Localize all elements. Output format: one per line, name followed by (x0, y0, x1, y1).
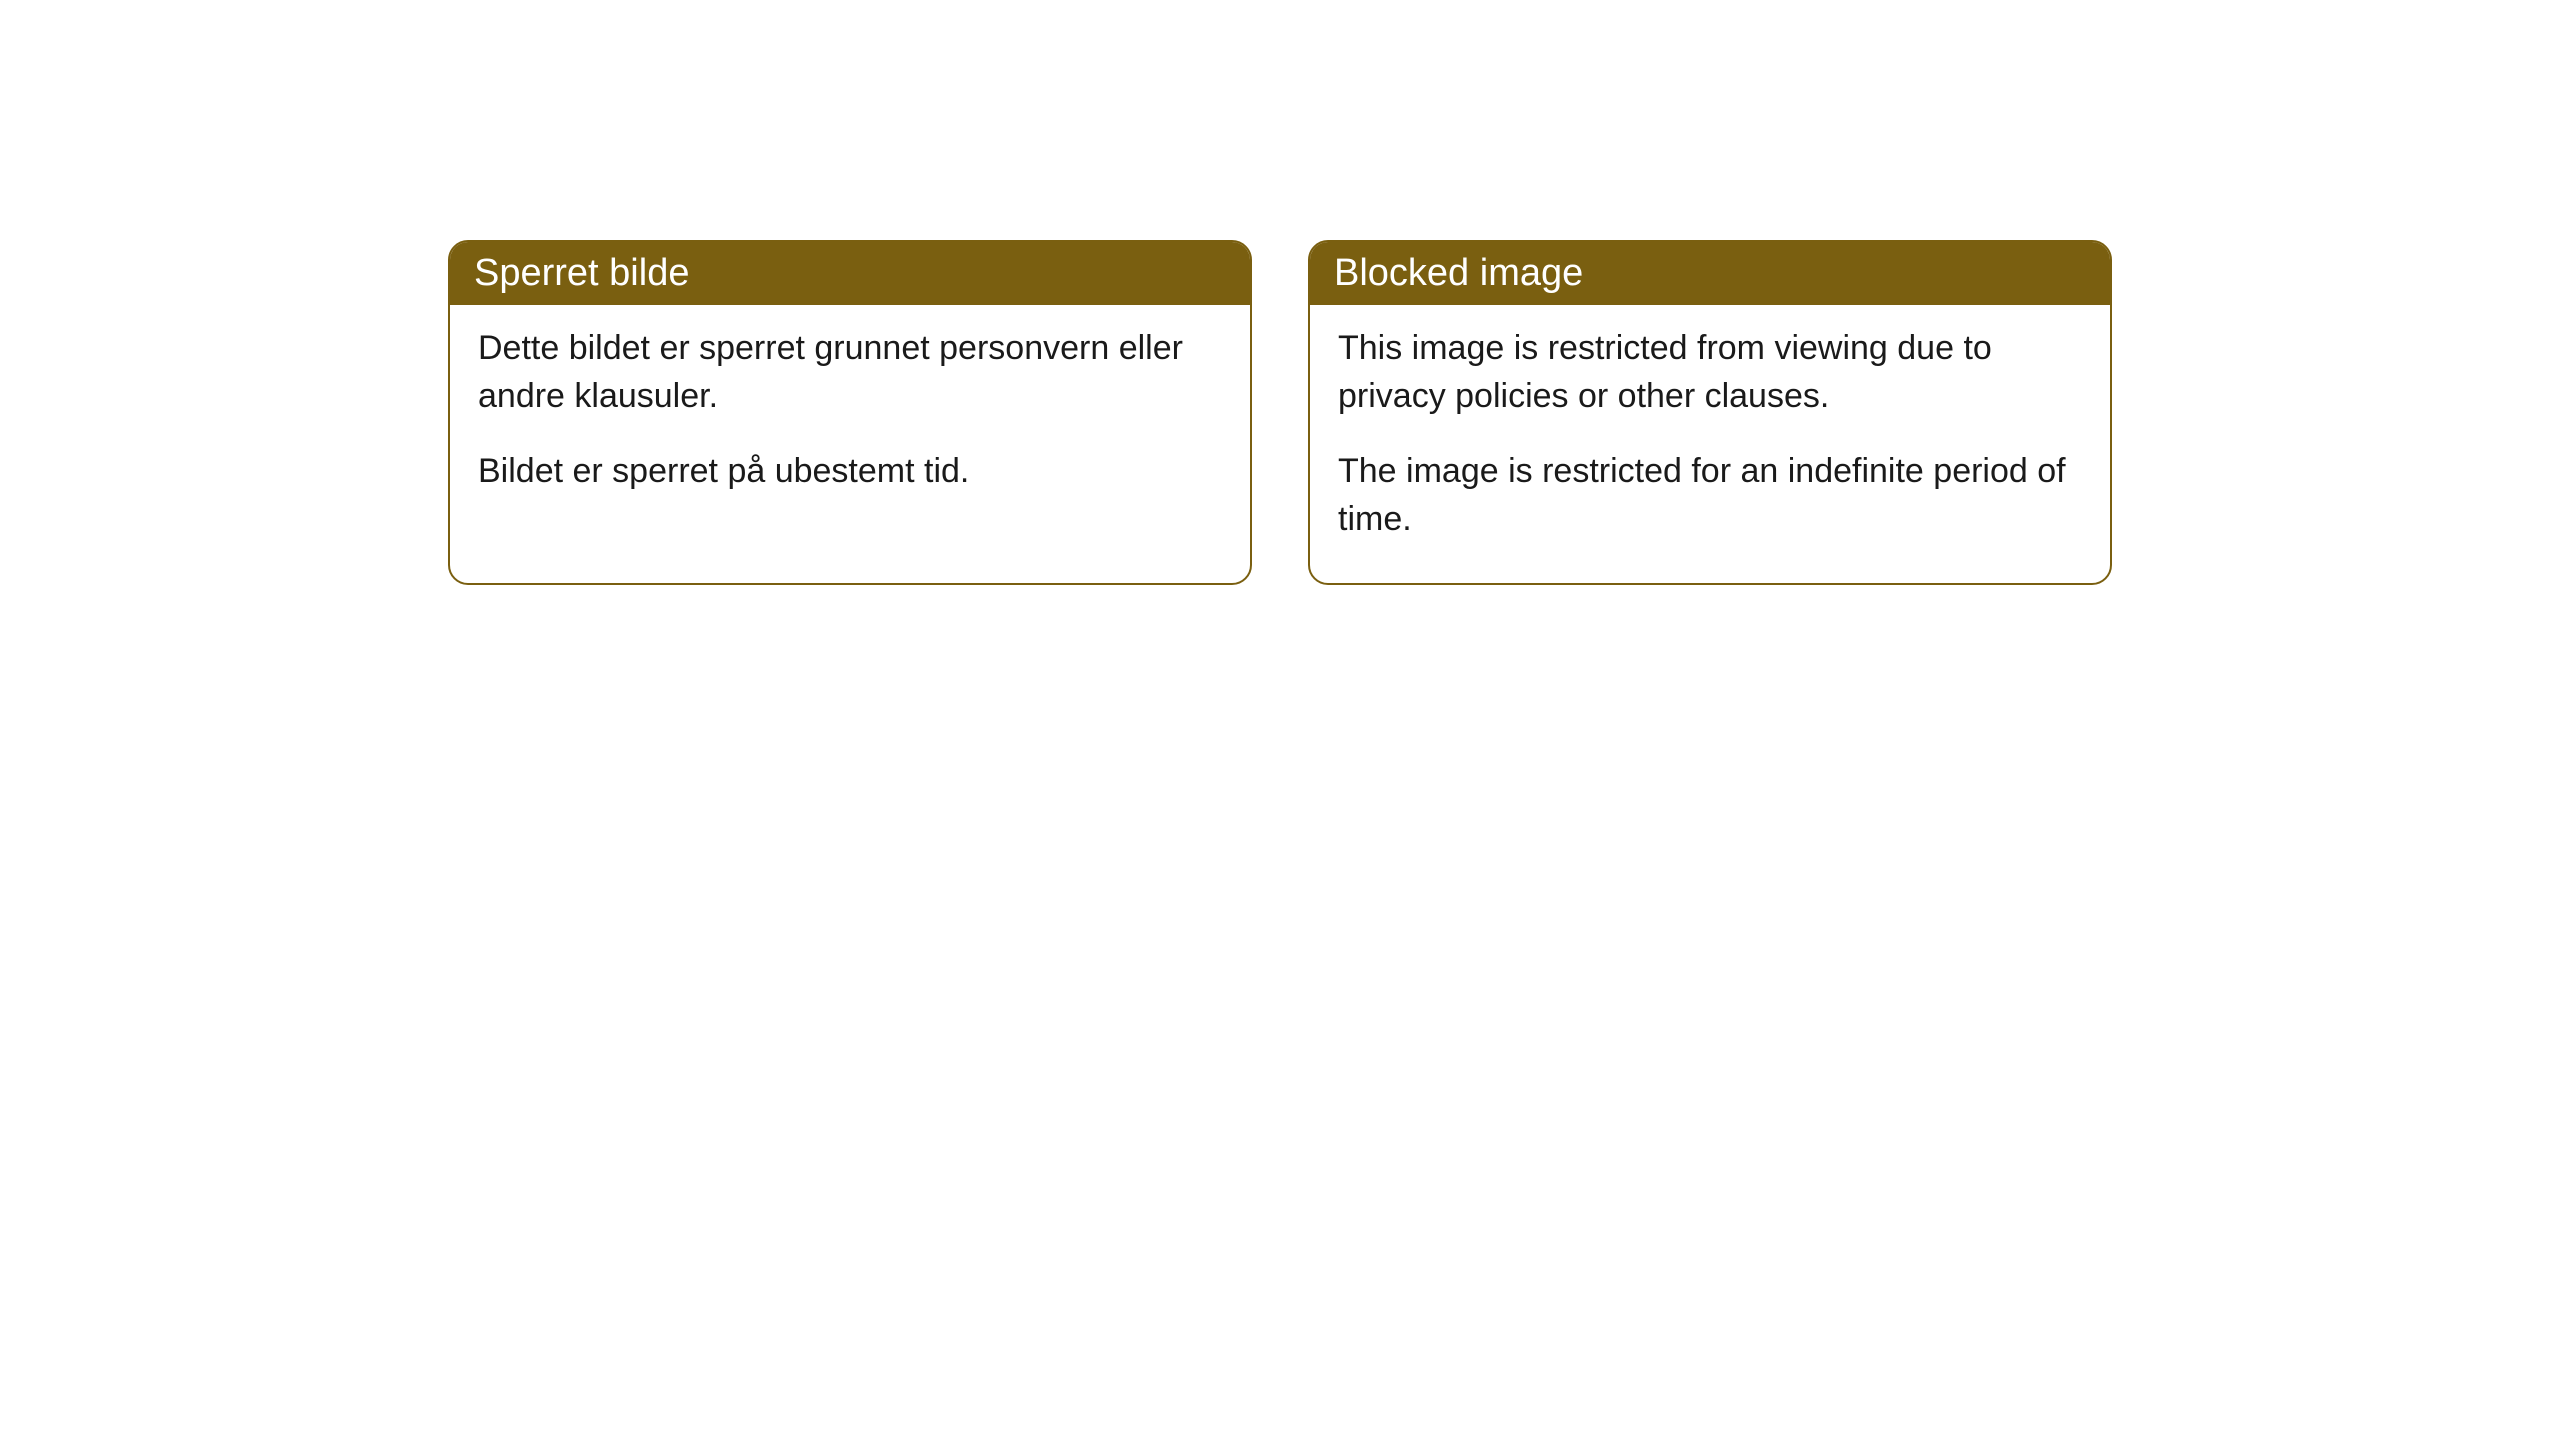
notice-paragraph: The image is restricted for an indefinit… (1338, 448, 2082, 543)
notice-card-english: Blocked image This image is restricted f… (1308, 240, 2112, 585)
notice-card-header: Blocked image (1310, 242, 2110, 305)
notice-paragraph: This image is restricted from viewing du… (1338, 325, 2082, 420)
notice-paragraph: Dette bildet er sperret grunnet personve… (478, 325, 1222, 420)
notice-card-body: This image is restricted from viewing du… (1310, 305, 2110, 583)
notice-paragraph: Bildet er sperret på ubestemt tid. (478, 448, 1222, 496)
notice-card-header: Sperret bilde (450, 242, 1250, 305)
notice-card-norwegian: Sperret bilde Dette bildet er sperret gr… (448, 240, 1252, 585)
notice-container: Sperret bilde Dette bildet er sperret gr… (0, 0, 2560, 585)
notice-card-body: Dette bildet er sperret grunnet personve… (450, 305, 1250, 536)
